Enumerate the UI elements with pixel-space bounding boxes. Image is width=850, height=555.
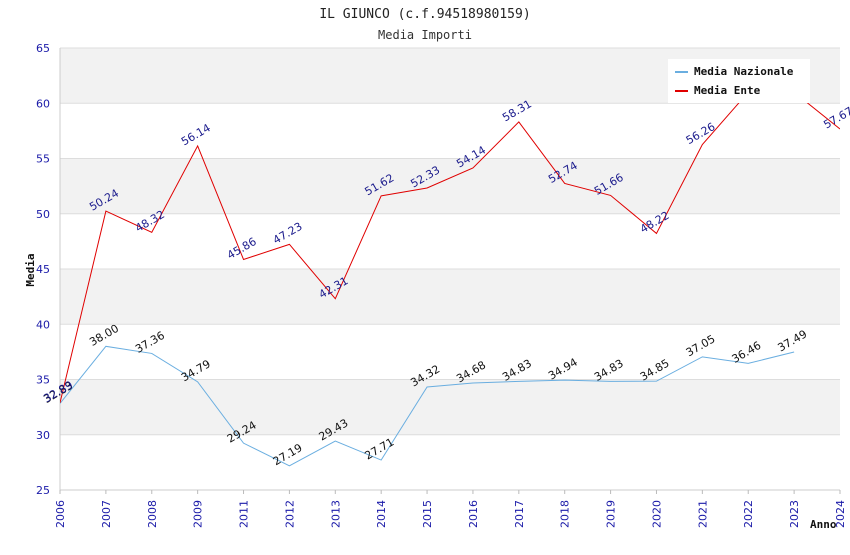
legend-label-nazionale: Media Nazionale: [694, 65, 794, 78]
plot-band: [60, 434, 840, 490]
x-tick-label: 2006: [54, 500, 67, 528]
series-line-ente: [60, 91, 840, 403]
x-tick-label: 2022: [742, 500, 755, 528]
x-tick-label: 2012: [283, 500, 296, 528]
x-tick-label: 2015: [421, 500, 434, 528]
legend-box: [668, 59, 810, 103]
x-tick-label: 2013: [329, 500, 342, 528]
y-axis-ticks: 25 30 35 40 45 50 55 60 65: [36, 42, 50, 497]
chart-subtitle: Media Importi: [378, 28, 472, 42]
series-lines: [60, 91, 840, 467]
x-axis-label: Anno: [810, 518, 837, 531]
plot-band: [60, 379, 840, 435]
y-tick-label: 30: [36, 429, 50, 442]
plot-band: [60, 213, 840, 269]
x-tick-label: 2017: [513, 500, 526, 528]
x-tick-label: 2008: [146, 500, 159, 528]
y-tick-label: 60: [36, 97, 50, 110]
y-tick-label: 35: [36, 374, 50, 387]
y-axis-label: Media: [24, 253, 37, 286]
plot-band: [60, 158, 840, 214]
legend-label-ente: Media Ente: [694, 84, 761, 97]
legend: Media Nazionale Media Ente: [668, 59, 810, 103]
x-tick-label: 2021: [696, 500, 709, 528]
y-tick-label: 65: [36, 42, 50, 55]
x-tick-label: 2023: [788, 500, 801, 528]
plot-band: [60, 103, 840, 159]
x-tick-label: 2007: [100, 500, 113, 528]
x-tick-label: 2014: [375, 500, 388, 528]
plot-band: [60, 324, 840, 380]
y-tick-label: 50: [36, 208, 50, 221]
chart-title: IL GIUNCO (c.f.94518980159): [319, 7, 530, 22]
x-tick-label: 2019: [605, 500, 618, 528]
x-tick-label: 2018: [559, 500, 572, 528]
x-tick-label: 2011: [238, 500, 251, 528]
series-line-nazionale: [60, 345, 795, 467]
y-tick-label: 40: [36, 318, 50, 331]
x-tick-label: 2016: [467, 500, 480, 528]
plot-band: [60, 269, 840, 325]
x-tick-label: 2024: [834, 500, 847, 528]
y-tick-label: 55: [36, 153, 50, 166]
y-tick-label: 25: [36, 484, 50, 497]
x-tick-label: 2009: [192, 500, 205, 528]
y-tick-label: 45: [36, 263, 50, 276]
x-tick-label: 2020: [650, 500, 663, 528]
plot-background: [59, 47, 840, 491]
x-axis-ticks: 2006 2007 2008 2009 2011 2012 2013 2014 2015 2016…: [54, 490, 847, 528]
